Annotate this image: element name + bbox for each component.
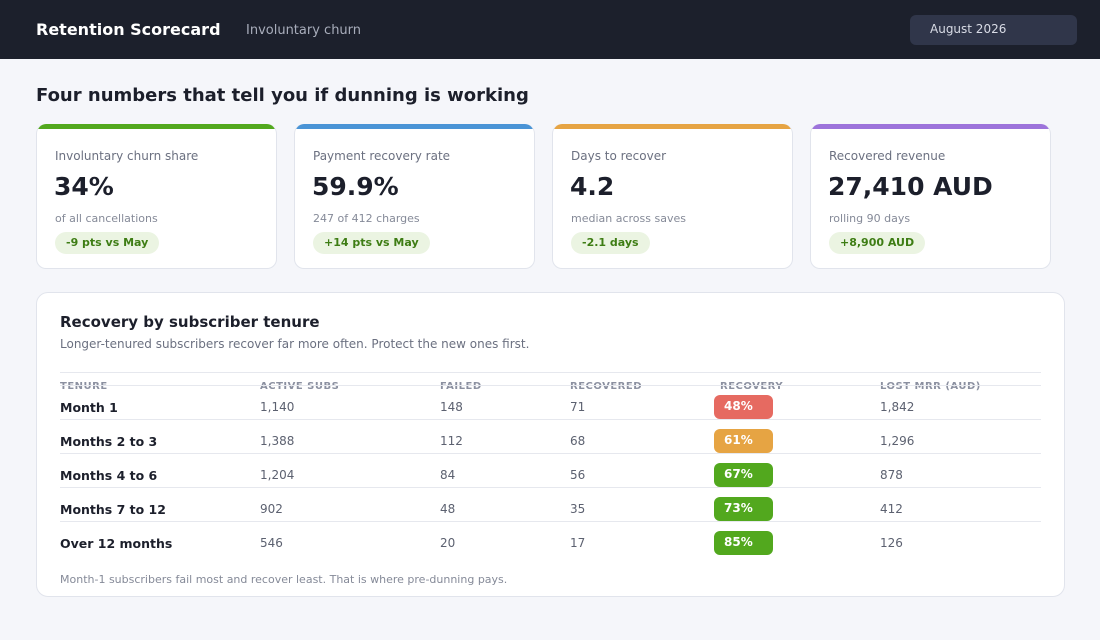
cell-active: 902 (260, 502, 283, 516)
cell-lost: 126 (880, 536, 903, 550)
kpi-accent-bar (37, 124, 276, 129)
cell-lost: 1,842 (880, 400, 915, 414)
cell-failed: 48 (440, 502, 456, 516)
kpi-note: 247 of 412 charges (313, 212, 420, 225)
cell-recovered: 68 (570, 434, 586, 448)
table-divider (60, 372, 1041, 373)
kpi-label: Recovered revenue (829, 149, 946, 163)
column-header-failed: FAILED (440, 381, 482, 392)
cell-lost: 412 (880, 502, 903, 516)
app-subtitle: Involuntary churn (246, 23, 362, 38)
top-bar: Retention Scorecard Involuntary churn Au… (0, 0, 1100, 59)
kpi-value: 4.2 (570, 172, 615, 201)
kpi-label: Involuntary churn share (55, 149, 199, 163)
cell-tenure: Over 12 months (60, 536, 173, 551)
kpi-value: 34% (54, 172, 114, 201)
app-title: Retention Scorecard (36, 20, 221, 39)
recovery-rate-badge: 67% (714, 463, 773, 487)
kpi-delta-badge: +8,900 AUD (829, 232, 926, 254)
cell-failed: 20 (440, 536, 456, 550)
kpi-card-recovery-rate: Payment recovery rate 59.9% 247 of 412 c… (294, 124, 535, 269)
cell-tenure: Months 7 to 12 (60, 502, 166, 517)
kpi-card-churn-share: Involuntary churn share 34% of all cance… (36, 124, 277, 269)
page-headline: Four numbers that tell you if dunning is… (36, 85, 529, 106)
panel-title: Recovery by subscriber tenure (60, 313, 320, 331)
kpi-value: 59.9% (312, 172, 399, 201)
tenure-recovery-panel: Recovery by subscriber tenure Longer-ten… (36, 292, 1065, 597)
column-header-recovered: RECOVERED (570, 381, 643, 392)
cell-failed: 148 (440, 400, 463, 414)
cell-active: 1,204 (260, 468, 295, 482)
cell-active: 1,140 (260, 400, 295, 414)
panel-subtitle: Longer-tenured subscribers recover far m… (60, 337, 530, 351)
row-divider (60, 453, 1041, 454)
recovery-rate-badge: 61% (714, 429, 773, 453)
kpi-card-recovered-revenue: Recovered revenue 27,410 AUD rolling 90 … (810, 124, 1051, 269)
column-header-lost-mrr: LOST MRR (AUD) (880, 381, 981, 392)
column-header-active-subs: ACTIVE SUBS (260, 381, 340, 392)
row-divider (60, 419, 1041, 420)
cell-failed: 112 (440, 434, 463, 448)
kpi-label: Days to recover (571, 149, 667, 163)
cell-lost: 878 (880, 468, 903, 482)
cell-tenure: Month 1 (60, 400, 118, 415)
kpi-note: median across saves (571, 212, 686, 225)
cell-tenure: Months 2 to 3 (60, 434, 158, 449)
table-footnote: Month-1 subscribers fail most and recove… (60, 573, 508, 586)
cell-recovered: 71 (570, 400, 586, 414)
cell-active: 1,388 (260, 434, 295, 448)
recovery-rate-badge: 85% (714, 531, 773, 555)
kpi-label: Payment recovery rate (313, 149, 451, 163)
kpi-delta-badge: +14 pts vs May (313, 232, 430, 254)
row-divider (60, 487, 1041, 488)
kpi-accent-bar (811, 124, 1050, 129)
cell-failed: 84 (440, 468, 456, 482)
kpi-delta-badge: -2.1 days (571, 232, 650, 254)
row-divider (60, 521, 1041, 522)
kpi-value: 27,410 AUD (828, 172, 993, 201)
kpi-accent-bar (295, 124, 534, 129)
kpi-delta-badge: -9 pts vs May (55, 232, 160, 254)
column-header-tenure: TENURE (60, 381, 108, 392)
kpi-note: rolling 90 days (829, 212, 911, 225)
cell-tenure: Months 4 to 6 (60, 468, 158, 483)
cell-active: 546 (260, 536, 283, 550)
cell-recovered: 17 (570, 536, 586, 550)
kpi-note: of all cancellations (55, 212, 158, 225)
cell-recovered: 35 (570, 502, 586, 516)
column-header-recovery: RECOVERY (720, 381, 784, 392)
period-selector[interactable]: August 2026 (910, 15, 1077, 45)
kpi-accent-bar (553, 124, 792, 129)
row-divider (60, 385, 1041, 386)
recovery-rate-badge: 73% (714, 497, 773, 521)
recovery-rate-badge: 48% (714, 395, 773, 419)
cell-lost: 1,296 (880, 434, 915, 448)
kpi-card-days-to-recover: Days to recover 4.2 median across saves … (552, 124, 793, 269)
cell-recovered: 56 (570, 468, 586, 482)
